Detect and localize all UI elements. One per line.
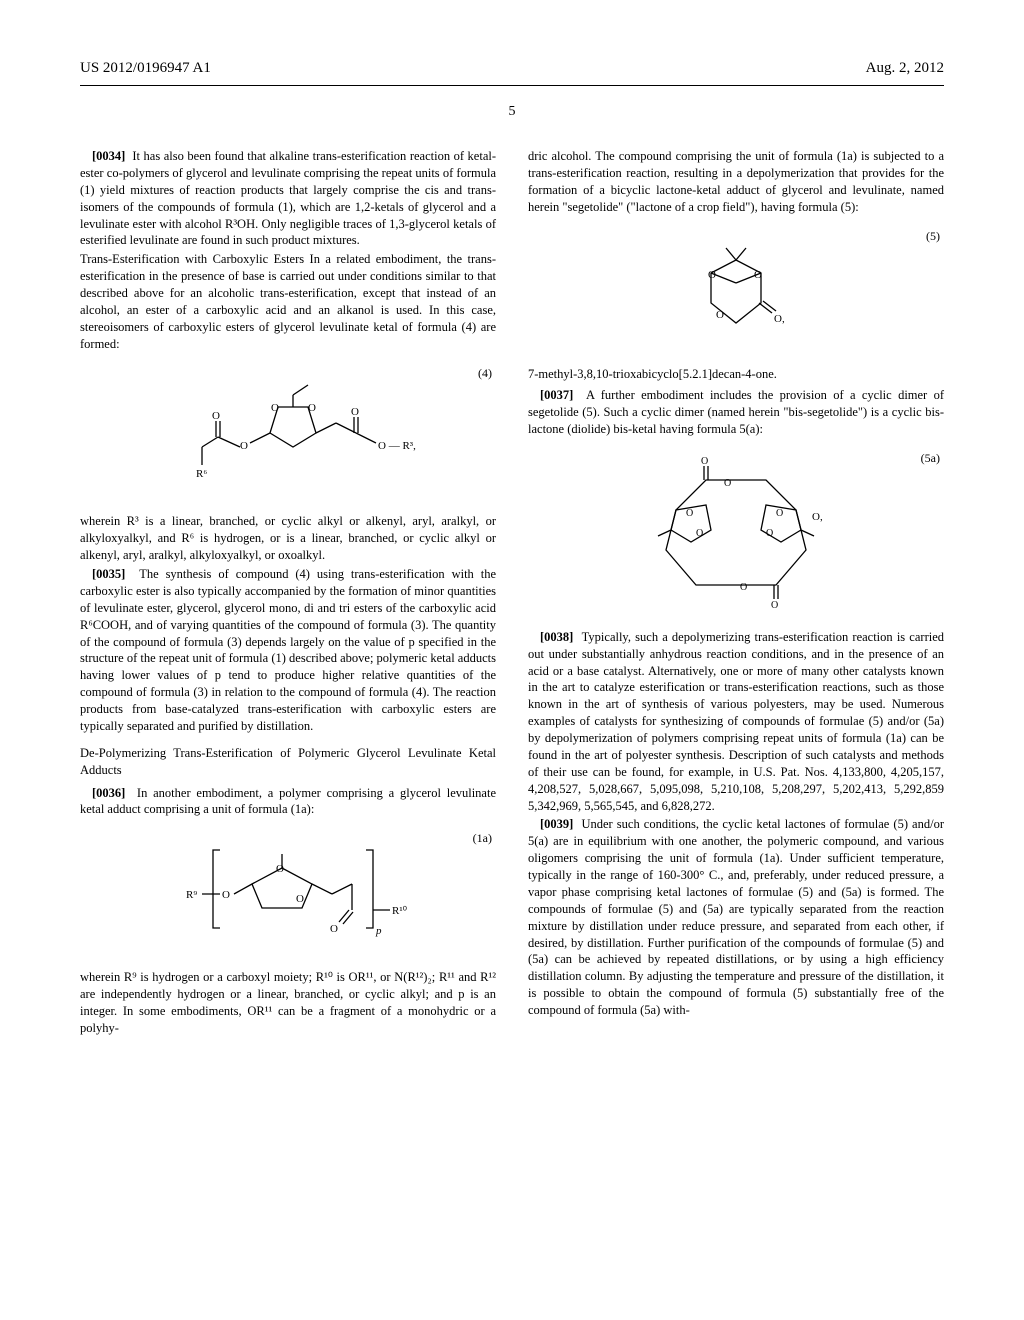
svg-text:p: p	[375, 925, 382, 937]
svg-text:O: O	[740, 582, 747, 593]
svg-text:O: O	[271, 402, 279, 414]
para-num-0038: [0038]	[540, 630, 573, 644]
svg-text:O: O	[716, 309, 724, 321]
para-0038-text: Typically, such a depolymerizing trans-e…	[528, 630, 944, 813]
svg-text:O: O	[351, 406, 359, 418]
svg-text:O: O	[330, 923, 338, 935]
page-header: US 2012/0196947 A1 Aug. 2, 2012	[80, 60, 944, 77]
svg-text:O: O	[696, 528, 703, 539]
formula-5a-structure: O O O O O O O O O,	[636, 450, 836, 610]
svg-text:O: O	[708, 269, 716, 281]
svg-text:O: O	[754, 269, 762, 281]
svg-text:O: O	[776, 508, 783, 519]
svg-text:O: O	[686, 508, 693, 519]
paragraph-0037: [0037] A further embodiment includes the…	[528, 387, 944, 438]
formula-1a: (1a) p R⁹ O O O	[80, 830, 496, 955]
para-0036-text: In another embodiment, a polymer compris…	[80, 786, 496, 817]
paragraph-0039: [0039] Under such conditions, the cyclic…	[528, 816, 944, 1019]
depolymerizing-heading: De-Polymerizing Trans-Esterification of …	[80, 745, 496, 779]
svg-text:R¹⁰: R¹⁰	[392, 905, 408, 917]
after-formula-1a: wherein R⁹ is hydrogen or a carboxyl moi…	[80, 969, 496, 1037]
para-0035-text: The synthesis of compound (4) using tran…	[80, 567, 496, 733]
svg-text:O: O	[771, 600, 778, 610]
svg-text:O: O	[212, 410, 220, 422]
para-num-0037: [0037]	[540, 388, 573, 402]
formula-4-number: (4)	[478, 365, 492, 381]
svg-text:O — R³,: O — R³,	[378, 440, 416, 452]
publication-number: US 2012/0196947 A1	[80, 60, 211, 77]
formula-4-structure: O O O O R⁶	[158, 365, 418, 495]
right-column: dric alcohol. The compound comprising th…	[528, 148, 944, 1039]
svg-text:O: O	[240, 440, 248, 452]
header-rule	[80, 85, 944, 86]
svg-text:R⁶: R⁶	[196, 468, 207, 480]
formula-5-number: (5)	[926, 228, 940, 244]
iupac-name-5: 7-methyl-3,8,10-trioxabicyclo[5.2.1]deca…	[528, 366, 944, 383]
formula-5: (5) O O O O,	[528, 228, 944, 353]
para-0034-text: It has also been found that alkaline tra…	[80, 149, 496, 247]
formula-4: (4) O O O O R⁶	[80, 365, 496, 500]
formula-1a-number: (1a)	[473, 830, 492, 846]
svg-text:O: O	[308, 402, 316, 414]
para-num-0034: [0034]	[92, 149, 125, 163]
formula-5a-number: (5a)	[921, 450, 940, 466]
paragraph-0038: [0038] Typically, such a depolymerizing …	[528, 629, 944, 815]
para-num-0035: [0035]	[92, 567, 125, 581]
svg-text:R⁹: R⁹	[186, 889, 197, 901]
paragraph-0035: [0035] The synthesis of compound (4) usi…	[80, 566, 496, 735]
page-number: 5	[80, 104, 944, 120]
svg-text:O: O	[724, 478, 731, 489]
paragraph-0034: [0034] It has also been found that alkal…	[80, 148, 496, 249]
right-continuation: dric alcohol. The compound comprising th…	[528, 148, 944, 216]
trans-ester-heading: Trans-Esterification with Carboxylic Est…	[80, 251, 496, 352]
para-0037-text: A further embodiment includes the provis…	[528, 388, 944, 436]
formula-5-structure: O O O O,	[656, 228, 816, 348]
svg-text:O: O	[296, 893, 304, 905]
formula-1a-structure: p R⁹ O O O O R¹⁰	[158, 830, 418, 950]
svg-text:O: O	[701, 456, 708, 467]
svg-text:O,: O,	[812, 511, 823, 523]
svg-text:O: O	[766, 528, 773, 539]
para-0039-text: Under such conditions, the cyclic ketal …	[528, 817, 944, 1017]
svg-text:O: O	[276, 863, 284, 875]
left-column: [0034] It has also been found that alkal…	[80, 148, 496, 1039]
publication-date: Aug. 2, 2012	[866, 60, 944, 77]
after-formula-4: wherein R³ is a linear, branched, or cyc…	[80, 513, 496, 564]
svg-text:O,: O,	[774, 313, 785, 325]
formula-5a: (5a) O O O O O O O O	[528, 450, 944, 615]
svg-text:O: O	[222, 889, 230, 901]
para-num-0036: [0036]	[92, 786, 125, 800]
text-columns: [0034] It has also been found that alkal…	[80, 148, 944, 1039]
para-num-0039: [0039]	[540, 817, 573, 831]
paragraph-0036: [0036] In another embodiment, a polymer …	[80, 785, 496, 819]
